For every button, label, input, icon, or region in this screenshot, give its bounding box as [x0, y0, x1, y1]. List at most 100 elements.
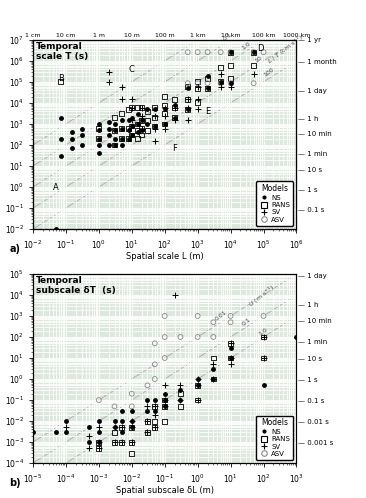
Point [119, 423, 125, 431]
Text: B: B [58, 74, 64, 83]
Point [178, 333, 183, 341]
Point [112, 134, 117, 142]
Point [119, 134, 125, 142]
Point [205, 74, 210, 82]
Point [112, 126, 117, 134]
Point [162, 104, 168, 112]
Point [119, 438, 125, 446]
Point [126, 124, 131, 132]
Point [152, 375, 158, 383]
Point [210, 361, 216, 369]
Point [152, 124, 158, 132]
Point [119, 407, 125, 415]
Point [129, 423, 135, 431]
Point [152, 402, 158, 410]
Point [251, 48, 257, 56]
Point [135, 128, 141, 136]
Point [53, 225, 59, 233]
Point [152, 112, 158, 120]
Text: a): a) [9, 244, 20, 254]
Point [135, 120, 141, 128]
Point [96, 120, 102, 128]
Point [228, 74, 234, 82]
Point [129, 402, 135, 410]
Point [152, 417, 158, 425]
Point [178, 396, 183, 404]
Point [210, 354, 216, 362]
Text: 0.1: 0.1 [222, 32, 233, 42]
Point [195, 105, 201, 113]
X-axis label: Spatial subscale δL (m): Spatial subscale δL (m) [116, 486, 214, 495]
Point [139, 131, 145, 139]
Point [228, 48, 234, 56]
Point [135, 126, 141, 134]
Point [119, 428, 125, 436]
Point [63, 423, 69, 431]
Point [210, 375, 216, 383]
Point [210, 375, 216, 383]
Point [106, 141, 112, 149]
Point [30, 428, 36, 436]
Point [135, 104, 141, 112]
Point [152, 407, 158, 415]
Point [145, 116, 150, 124]
Point [129, 423, 135, 431]
Point [261, 25, 266, 33]
Point [185, 84, 191, 92]
Point [218, 25, 224, 33]
Point [162, 101, 168, 109]
Point [261, 333, 266, 341]
Point [228, 25, 234, 33]
Point [119, 110, 125, 118]
Point [172, 104, 178, 112]
Point [210, 375, 216, 383]
Point [126, 126, 131, 134]
Point [152, 105, 158, 113]
Point [172, 114, 178, 122]
Point [96, 126, 102, 134]
Point [210, 333, 216, 341]
Point [178, 386, 183, 394]
Point [172, 291, 178, 299]
Point [185, 116, 191, 124]
Point [119, 83, 125, 91]
Point [185, 104, 191, 112]
Point [58, 134, 64, 142]
Point [185, 105, 191, 113]
Point [96, 149, 102, 157]
Point [205, 79, 210, 87]
Point [251, 70, 257, 78]
Point [195, 375, 201, 383]
Point [112, 417, 117, 425]
Point [53, 428, 59, 436]
Point [228, 312, 234, 320]
Point [119, 423, 125, 431]
Point [96, 141, 102, 149]
Text: b): b) [9, 478, 21, 488]
Point [126, 105, 131, 113]
Text: 1.0: 1.0 [241, 41, 252, 51]
Point [195, 381, 201, 389]
Point [152, 122, 158, 130]
Text: D: D [257, 44, 264, 53]
Point [261, 312, 266, 320]
Point [106, 119, 112, 126]
Point [96, 134, 102, 142]
Point [139, 104, 145, 112]
Point [195, 83, 201, 91]
Point [261, 354, 266, 362]
Point [69, 128, 75, 136]
Point [129, 104, 135, 112]
Point [129, 423, 135, 431]
Point [162, 105, 168, 113]
Text: 10: 10 [254, 55, 263, 64]
Point [162, 396, 168, 404]
Point [119, 124, 125, 132]
Point [185, 79, 191, 87]
Point [129, 417, 135, 425]
Point [129, 449, 135, 457]
Point [145, 407, 150, 415]
Text: $L\ /\ T\ \mathrm{(cm\ s^{-1})}$: $L\ /\ T\ \mathrm{(cm\ s^{-1})}$ [266, 32, 307, 67]
Point [79, 141, 85, 149]
Point [58, 152, 64, 160]
